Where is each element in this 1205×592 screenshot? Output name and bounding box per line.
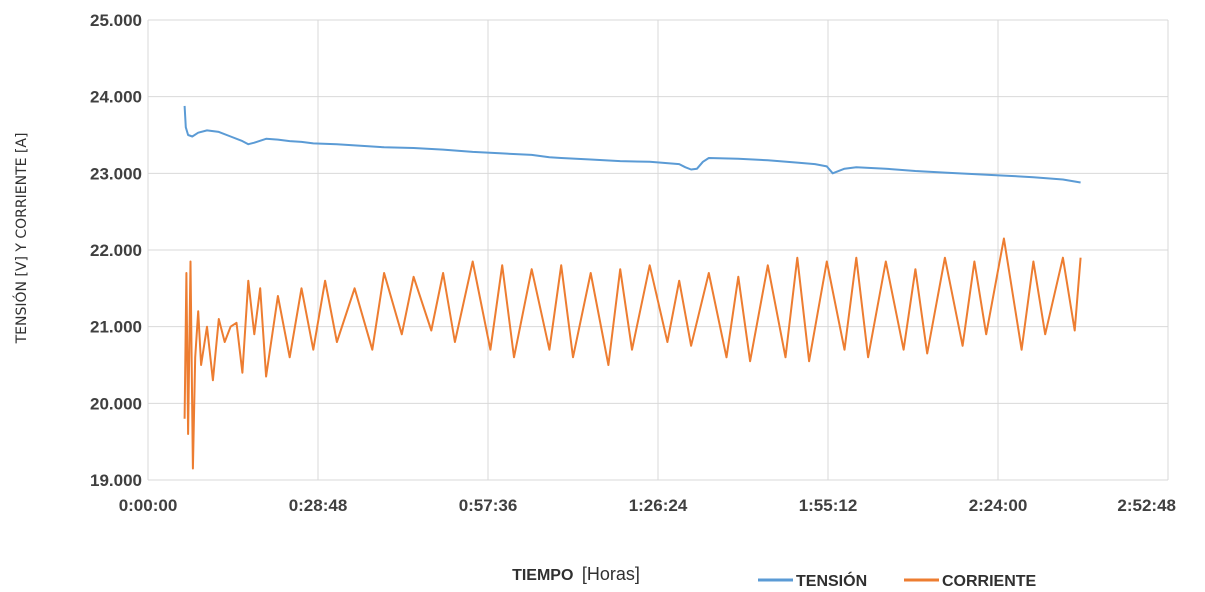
- y-tick-label: 22.000: [90, 241, 142, 260]
- y-axis-label: TENSIÓN [V] Y CORRIENTE [A]: [12, 133, 30, 345]
- series-layer: [183, 105, 1082, 470]
- x-tick-label: 0:28:48: [289, 496, 348, 515]
- x-axis-ticks: 0:00:00 0:28:48 0:57:36 1:26:24 1:55:12 2:24:…: [119, 496, 1176, 515]
- series-line-tension: [183, 105, 1081, 184]
- y-tick-label: 24.000: [90, 88, 142, 107]
- x-tick-label: 0:00:00: [119, 496, 178, 515]
- x-tick-label: 2:24:00: [969, 496, 1028, 515]
- y-tick-label: 23.000: [90, 164, 142, 183]
- x-axis-label-main: TIEMPO: [512, 567, 573, 584]
- y-tick-label: 25.000: [90, 11, 142, 30]
- grid: [147, 19, 1169, 481]
- x-tick-label: 1:26:24: [629, 496, 688, 515]
- legend-label-corriente: CORRIENTE: [942, 573, 1037, 590]
- x-axis-label-unit: [Horas]: [582, 564, 640, 584]
- y-tick-label: 21.000: [90, 318, 142, 337]
- y-tick-label: 19.000: [90, 471, 142, 490]
- x-tick-label: 0:57:36: [459, 496, 518, 515]
- x-axis-label: TIEMPO [Horas]: [512, 564, 640, 584]
- x-tick-label: 1:55:12: [799, 496, 858, 515]
- y-axis-ticks: 19.000 20.000 21.000 22.000 23.000 24.000 25.0…: [90, 11, 142, 490]
- legend: TENSIÓN CORRIENTE: [758, 571, 1037, 590]
- legend-label-tension: TENSIÓN: [796, 571, 867, 590]
- x-tick-label: 2:52:48: [1117, 496, 1176, 515]
- y-tick-label: 20.000: [90, 394, 142, 413]
- series-line-corriente: [183, 237, 1082, 470]
